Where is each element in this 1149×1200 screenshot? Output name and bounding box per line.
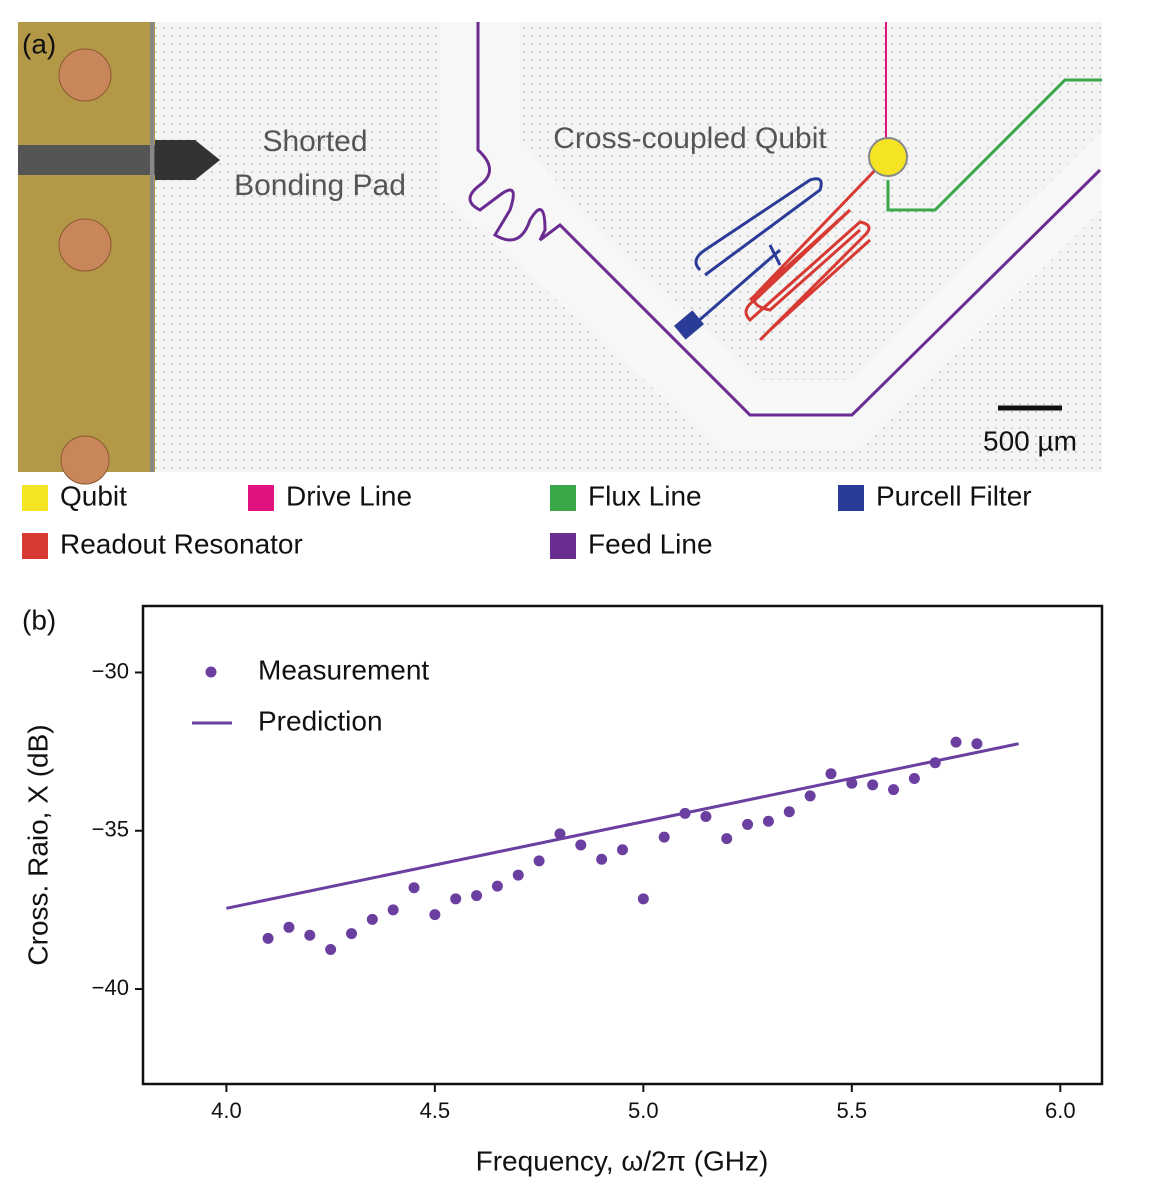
- data-point: [408, 882, 420, 894]
- x-axis-label: Frequency, ω/2π (GHz): [476, 1145, 769, 1176]
- data-point: [617, 844, 628, 856]
- legend-swatch: [22, 533, 48, 559]
- x-tick-label: 5.0: [628, 1098, 659, 1123]
- data-point: [366, 913, 378, 925]
- legend-swatch: [22, 485, 48, 511]
- legend-swatch: [550, 533, 576, 559]
- x-tick-label: 5.5: [837, 1098, 868, 1123]
- data-point: [950, 736, 962, 748]
- legend-label: Prediction: [258, 705, 383, 736]
- x-tick-label: 4.0: [211, 1098, 242, 1123]
- bond-trace: [18, 145, 155, 175]
- data-point: [762, 815, 774, 827]
- plot-frame: [141, 604, 1104, 1086]
- legend-label: Flux Line: [588, 480, 702, 511]
- legend-label: Qubit: [60, 480, 127, 511]
- prediction-line: [226, 742, 1019, 910]
- data-point: [908, 773, 920, 785]
- data-point: [742, 818, 754, 830]
- data-point: [512, 869, 524, 881]
- data-point: [283, 921, 295, 933]
- readout-resonator: [744, 163, 882, 342]
- chip-image: [18, 22, 1102, 485]
- data-point: [387, 904, 399, 916]
- bond-circle: [60, 435, 110, 485]
- annotation: Bonding Pad: [234, 169, 406, 202]
- legend-swatch: [838, 485, 864, 511]
- legend-swatch: [248, 485, 274, 511]
- data-point: [804, 790, 816, 802]
- bond-circle: [58, 218, 112, 272]
- data-point: [637, 893, 649, 905]
- data-point: [554, 828, 566, 840]
- y-tick-label: −35: [92, 817, 129, 842]
- data-point: [304, 929, 316, 941]
- data-point: [345, 928, 357, 940]
- legend-label: Measurement: [258, 654, 429, 685]
- legend-label: Purcell Filter: [876, 480, 1032, 511]
- legend-swatch: [550, 485, 576, 511]
- x-tick-label: 4.5: [420, 1098, 451, 1123]
- y-tick-label: −40: [92, 975, 129, 1000]
- data-point: [783, 806, 795, 818]
- data-point: [471, 890, 483, 902]
- data-point: [888, 784, 900, 796]
- qubit: [868, 137, 908, 177]
- data-point: [533, 855, 545, 867]
- panel-label: (b): [22, 604, 56, 635]
- data-point: [491, 880, 503, 892]
- y-axis-label: Cross. Raio, X (dB): [22, 724, 53, 965]
- legend-marker: [205, 666, 217, 678]
- data-point: [721, 833, 733, 845]
- legend-label: Readout Resonator: [60, 528, 303, 559]
- legend-label: Drive Line: [286, 480, 412, 511]
- panel-label: (a): [22, 28, 56, 59]
- y-tick-label: −30: [92, 658, 129, 683]
- data-point: [825, 768, 837, 780]
- data-point: [700, 811, 712, 823]
- trench: [440, 22, 1102, 450]
- data-point: [596, 853, 608, 865]
- data-point: [867, 779, 879, 791]
- data-point: [575, 839, 587, 851]
- data-point: [658, 831, 670, 843]
- bonding-pad: [155, 140, 220, 180]
- purcell-pad: [674, 310, 704, 340]
- bond-circle: [58, 48, 112, 102]
- annotation: Cross-coupled Qubit: [553, 122, 827, 155]
- feed-line: [468, 22, 1102, 417]
- data-point: [971, 738, 983, 750]
- data-point: [846, 777, 858, 789]
- data-point: [429, 909, 441, 921]
- annotation: Shorted: [262, 125, 367, 158]
- x-tick-label: 6.0: [1045, 1098, 1076, 1123]
- data-point: [325, 943, 337, 955]
- data-point: [450, 893, 462, 905]
- flux-line: [886, 78, 1102, 212]
- legend-label: Feed Line: [588, 528, 713, 559]
- scale-label: 500 µm: [983, 425, 1077, 456]
- purcell-filter: [687, 177, 823, 332]
- data-point: [262, 932, 274, 944]
